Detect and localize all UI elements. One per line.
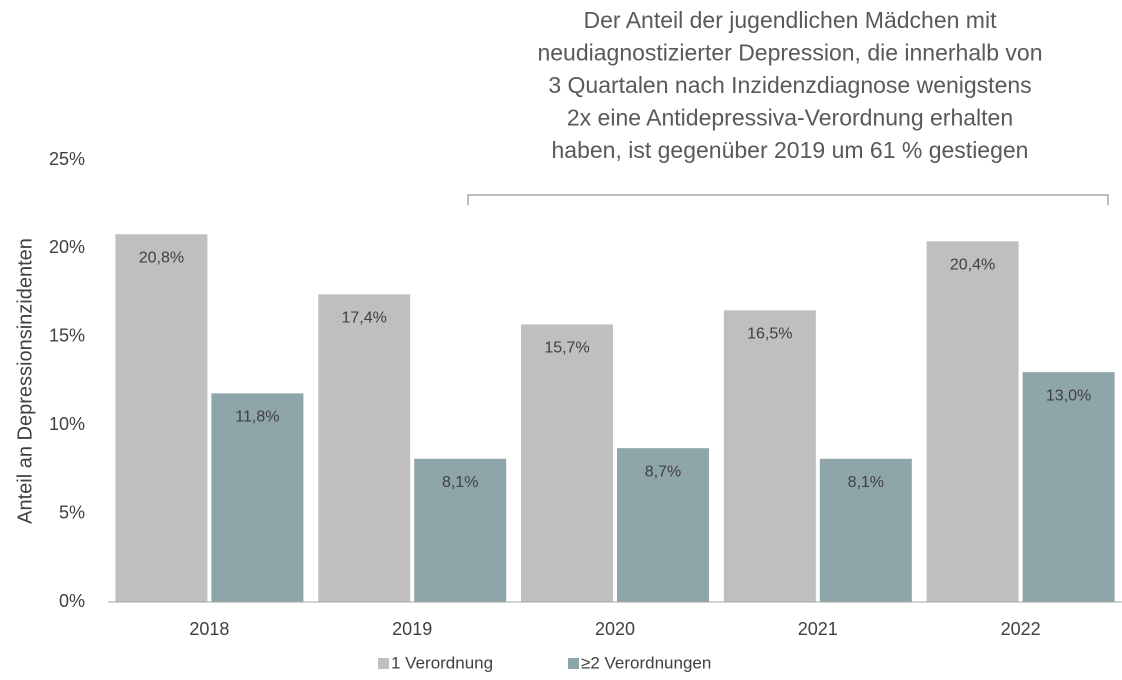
legend-swatch — [568, 658, 579, 669]
value-label: 8,1% — [848, 474, 884, 491]
bar — [521, 324, 613, 602]
annotation: haben, ist gegenüber 2019 um 61 % gestie… — [552, 137, 1029, 163]
y-tick-label: 20% — [49, 237, 85, 257]
bar — [211, 393, 304, 602]
bar — [723, 310, 816, 602]
annotation: 2x eine Antidepressiva-Verordnung erhalt… — [567, 105, 1013, 131]
y-tick-label: 25% — [49, 149, 85, 169]
legend-label: 1 Verordnung — [391, 653, 493, 672]
annotation: 3 Quartalen nach Inzidenzdiagnose wenigs… — [548, 72, 1031, 98]
bar — [414, 458, 507, 602]
y-tick-label: 0% — [59, 591, 85, 611]
value-label: 16,5% — [747, 325, 792, 342]
y-axis-label: Anteil an Depressionsinzidenten — [14, 238, 36, 524]
x-tick-label: 2022 — [1001, 619, 1041, 639]
bar — [115, 234, 208, 603]
annotation: neudiagnostizierter Depression, die inne… — [537, 40, 1042, 66]
bar — [819, 458, 912, 602]
value-label: 20,4% — [950, 257, 995, 274]
bar — [318, 294, 411, 602]
y-tick-label: 15% — [49, 326, 85, 346]
value-label: 11,8% — [235, 409, 279, 426]
bar — [617, 448, 709, 602]
bar — [1022, 372, 1115, 602]
value-label: 15,7% — [544, 340, 589, 357]
value-label: 20,8% — [139, 249, 184, 266]
x-tick-label: 2019 — [392, 619, 432, 639]
bar — [926, 241, 1019, 602]
value-label: 8,1% — [442, 474, 478, 491]
x-tick-label: 2020 — [595, 619, 635, 639]
y-tick-label: 5% — [59, 502, 85, 522]
legend-label: ≥2 Verordnungen — [581, 653, 711, 672]
value-label: 8,7% — [645, 463, 681, 480]
legend-swatch — [378, 658, 389, 669]
x-tick-label: 2018 — [189, 619, 229, 639]
annotation: Der Anteil der jugendlichen Mädchen mit — [584, 7, 998, 33]
x-tick-label: 2021 — [798, 619, 838, 639]
value-label: 13,0% — [1046, 387, 1091, 404]
y-tick-label: 10% — [49, 414, 85, 434]
value-label: 17,4% — [342, 310, 387, 327]
bracket — [467, 194, 1109, 205]
